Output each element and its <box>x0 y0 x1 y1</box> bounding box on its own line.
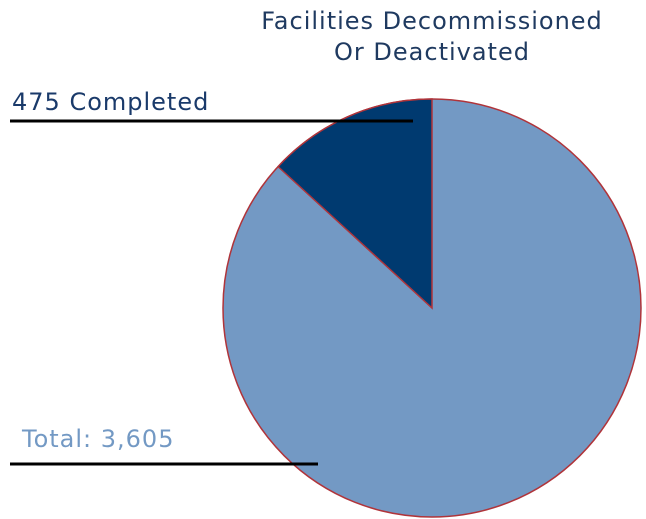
slice-label: 475 Completed <box>12 88 209 116</box>
chart-title: Facilities Decommissioned <box>261 7 603 35</box>
chart-title: Or Deactivated <box>334 38 530 66</box>
pie-slice <box>277 98 433 310</box>
total-label: Total: 3,605 <box>21 425 174 453</box>
